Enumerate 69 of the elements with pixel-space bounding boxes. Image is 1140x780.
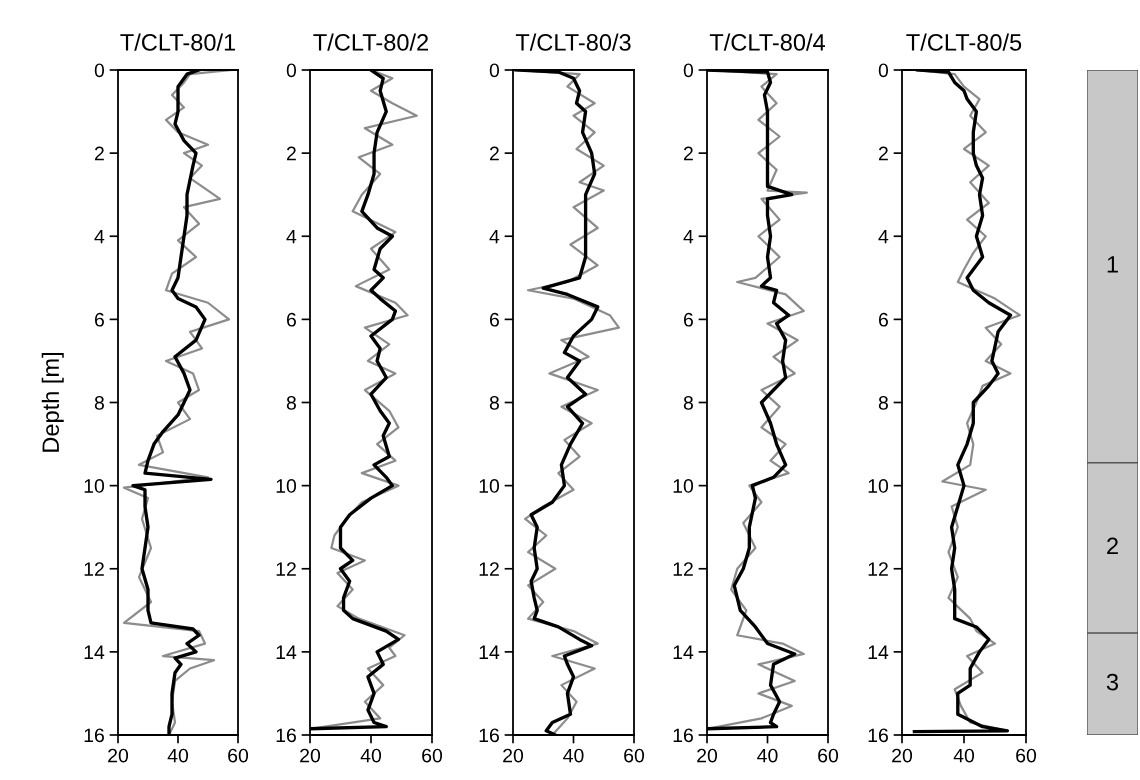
y-tick-label: 14 <box>479 645 500 659</box>
y-tick-label: 2 <box>878 146 888 161</box>
chart-title: T/CLT-80/2 <box>313 33 428 51</box>
y-tick-label: 10 <box>276 479 297 493</box>
y-tick-label: 10 <box>673 479 694 493</box>
y-tick-label: 16 <box>868 728 888 743</box>
y-tick-label: 14 <box>84 645 105 659</box>
y-tick-label: 8 <box>489 395 499 410</box>
x-tick-label: 60 <box>818 748 839 763</box>
y-tick-label: 8 <box>683 395 693 410</box>
chart-title: T/CLT-80/1 <box>120 33 236 51</box>
x-tick-label: 60 <box>1016 748 1037 763</box>
y-tick-label: 0 <box>489 63 500 78</box>
y-tick-label: 2 <box>286 146 296 161</box>
y-tick-label: 12 <box>868 562 888 576</box>
y-tick-label: 6 <box>878 312 888 327</box>
y-tick-label: 14 <box>673 645 694 659</box>
y-tick-label: 8 <box>94 395 104 410</box>
y-tick-label: 14 <box>868 645 889 659</box>
y-tick-label: 4 <box>489 229 500 244</box>
y-tick-label: 8 <box>878 395 888 410</box>
y-tick-label: 14 <box>276 645 297 659</box>
x-tick-label: 20 <box>108 748 129 763</box>
series-label: 2 <box>1107 537 1118 555</box>
chart-title: T/CLT-80/3 <box>515 33 631 51</box>
series-label: 3 <box>1106 673 1119 691</box>
x-tick-label: 60 <box>624 748 645 763</box>
x-tick-label: 40 <box>757 748 778 763</box>
y-tick-label: 12 <box>479 562 499 576</box>
y-tick-label: 16 <box>84 728 104 743</box>
y-tick-label: 4 <box>286 229 297 244</box>
x-tick-label: 20 <box>300 748 321 763</box>
y-tick-label: 0 <box>286 63 297 78</box>
x-tick-label: 60 <box>228 748 249 763</box>
y-tick-label: 0 <box>94 63 105 78</box>
y-tick-label: 6 <box>683 312 693 327</box>
y-tick-label: 2 <box>683 146 693 161</box>
y-tick-label: 12 <box>673 562 693 576</box>
y-tick-label: 6 <box>94 312 104 327</box>
chart-title: T/CLT-80/4 <box>709 33 825 51</box>
y-tick-label: 6 <box>489 312 499 327</box>
chart-title: T/CLT-80/5 <box>906 33 1022 51</box>
y-tick-label: 16 <box>479 728 499 743</box>
y-tick-label: 16 <box>673 728 693 743</box>
y-tick-label: 2 <box>94 146 104 161</box>
x-tick-label: 60 <box>422 748 443 763</box>
y-tick-label: 16 <box>276 728 296 743</box>
y-tick-label: 12 <box>84 562 104 576</box>
y-tick-label: 10 <box>84 479 105 493</box>
y-tick-label: 2 <box>489 146 499 161</box>
y-tick-label: 4 <box>878 229 889 244</box>
y-tick-label: 8 <box>286 395 296 410</box>
y-tick-label: 4 <box>683 229 694 244</box>
x-tick-label: 40 <box>360 748 382 763</box>
y-tick-label: 4 <box>94 229 105 244</box>
x-tick-label: 20 <box>503 748 524 763</box>
x-tick-label: 40 <box>953 748 975 763</box>
y-tick-label: 10 <box>868 479 889 493</box>
y-tick-label: 12 <box>276 562 296 576</box>
x-tick-label: 40 <box>167 748 189 763</box>
y-tick-label: 10 <box>479 479 500 493</box>
x-tick-label: 20 <box>697 748 718 763</box>
x-tick-label: 40 <box>563 748 584 763</box>
y-tick-label: 0 <box>683 63 694 78</box>
x-tick-label: 20 <box>892 748 913 763</box>
y-tick-label: 0 <box>878 63 889 78</box>
series-label: 1 <box>1107 256 1118 273</box>
y-axis-title: Depth [m] <box>41 353 64 452</box>
y-tick-label: 6 <box>286 312 296 327</box>
